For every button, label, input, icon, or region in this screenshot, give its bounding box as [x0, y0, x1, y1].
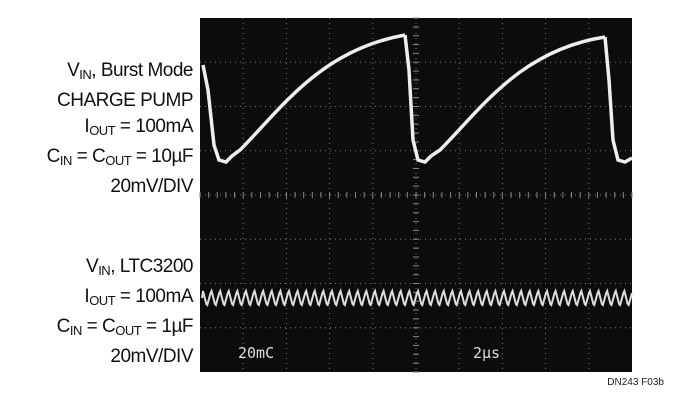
label-text: 20mV/DIV: [110, 176, 193, 197]
label-line: 20mV/DIV: [47, 174, 193, 200]
label-text: C: [46, 146, 61, 167]
subscript: IN: [79, 67, 92, 82]
label-text: = 100mA: [115, 116, 194, 137]
label-text: = C: [71, 146, 106, 167]
subscript: IN: [69, 323, 83, 338]
label-line: CHARGE PUMP: [47, 88, 193, 114]
subscript: OUT: [89, 123, 116, 138]
waveform-burst: [201, 33, 406, 164]
label-text: I: [84, 116, 90, 137]
label-text: V: [67, 60, 80, 81]
subscript: OUT: [115, 323, 142, 338]
footer: DN243 F03b: [607, 377, 664, 388]
label-line: IOUT = 100mA: [47, 114, 193, 144]
subscript: IN: [98, 263, 111, 278]
label-line: 20mV/DIV: [57, 344, 193, 370]
label-line: CIN = COUT = 10µF: [46, 144, 194, 174]
label-text: = 10µF: [131, 146, 194, 167]
waveform-burst: [403, 34, 606, 164]
subscript: OUT: [105, 153, 132, 168]
label-text: V: [86, 256, 99, 277]
label-text: , Burst Mode: [91, 60, 193, 81]
label-group: VIN, Burst Mode CHARGE PUMP IOUT = 100mA CI…: [46, 58, 194, 200]
label-text: = C: [81, 316, 116, 337]
readout: 2µs: [473, 344, 500, 362]
label-line: VIN, Burst Mode: [47, 58, 193, 88]
readout: 20mC: [238, 344, 274, 362]
label-text: = 1µF: [141, 316, 194, 337]
label-text: , LTC3200: [110, 256, 193, 277]
label-text: CHARGE PUMP: [57, 90, 193, 111]
waveform-burst: [603, 36, 633, 164]
grid: [199, 17, 633, 373]
label-text: I: [84, 286, 90, 307]
waveform-ripple: [201, 288, 633, 307]
label-line: VIN, LTC3200: [57, 254, 193, 284]
subscript: OUT: [89, 293, 116, 308]
label-line: IOUT = 100mA: [57, 284, 193, 314]
label-text: C: [56, 316, 71, 337]
label-text: 20mV/DIV: [110, 346, 193, 367]
subscript: IN: [59, 153, 73, 168]
label-line: CIN = COUT = 1µF: [56, 314, 194, 344]
label-group: VIN, LTC3200 IOUT = 100mA CIN = COUT = 1µF…: [56, 254, 194, 370]
label-text: = 100mA: [115, 286, 194, 307]
